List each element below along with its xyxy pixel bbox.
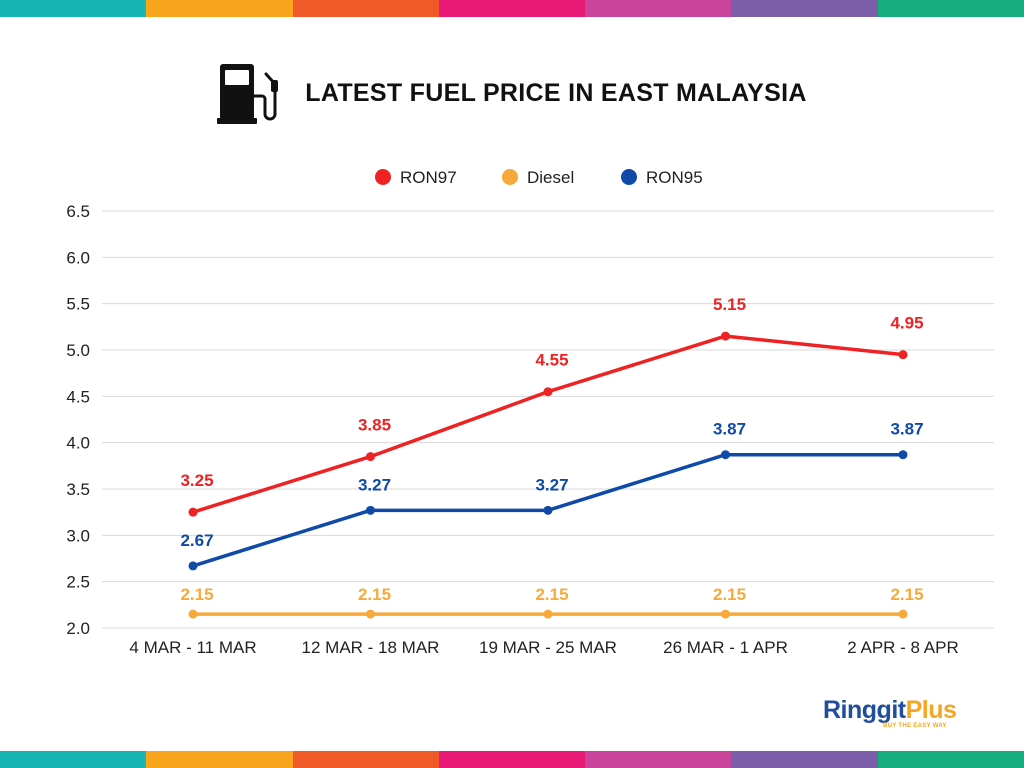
y-tick-label: 6.0 <box>66 248 90 267</box>
legend-marker <box>502 169 518 185</box>
data-label: 5.15 <box>713 295 746 314</box>
x-tick-label: 4 MAR - 11 MAR <box>129 638 256 657</box>
stripe-segment <box>731 0 878 17</box>
data-point <box>898 609 908 619</box>
y-tick-label: 6.5 <box>66 202 90 221</box>
data-point <box>543 387 553 397</box>
data-point <box>188 507 198 517</box>
legend-label: RON97 <box>400 168 457 187</box>
legend-label: RON95 <box>646 168 703 187</box>
y-tick-label: 3.0 <box>66 526 90 545</box>
data-point <box>366 452 375 462</box>
legend-marker <box>621 169 637 185</box>
data-point <box>721 609 730 619</box>
legend-label: Diesel <box>527 168 574 187</box>
data-label: 4.55 <box>535 351 568 370</box>
y-tick-label: 2.5 <box>66 573 90 592</box>
stripe-segment <box>585 751 732 768</box>
data-point <box>543 609 553 619</box>
x-tick-label: 26 MAR - 1 APR <box>663 638 788 657</box>
data-point <box>188 561 198 571</box>
x-tick-label: 12 MAR - 18 MAR <box>302 638 440 657</box>
chart-header: LATEST FUEL PRICE IN EAST MALAYSIA <box>0 60 1024 126</box>
data-point <box>188 609 198 619</box>
logo-tagline: BUY THE EASY WAY <box>883 723 947 729</box>
ringgitplus-logo: RinggitPlus BUY THE EASY WAY <box>823 696 957 730</box>
data-label: 2.15 <box>890 585 923 604</box>
data-label: 2.15 <box>535 585 568 604</box>
data-point <box>721 450 730 460</box>
y-tick-label: 2.0 <box>66 619 90 638</box>
data-label: 2.15 <box>713 585 746 604</box>
stripe-segment <box>585 0 732 17</box>
data-label: 4.95 <box>890 314 923 333</box>
stripe-segment <box>292 0 439 17</box>
stripe-segment <box>0 0 147 17</box>
y-tick-label: 3.5 <box>66 480 90 499</box>
stripe-segment <box>438 751 586 768</box>
x-tick-label: 19 MAR - 25 MAR <box>479 638 617 657</box>
stripe-segment <box>731 751 878 768</box>
data-label: 2.15 <box>358 585 391 604</box>
y-tick-label: 5.5 <box>66 295 90 314</box>
data-point <box>898 450 908 460</box>
data-label: 2.67 <box>180 531 213 550</box>
data-point <box>366 505 375 515</box>
chart-title: LATEST FUEL PRICE IN EAST MALAYSIA <box>305 78 807 107</box>
stripe-segment <box>0 751 147 768</box>
top-color-stripe <box>0 0 1024 17</box>
fuel-pump-icon <box>217 64 279 124</box>
y-tick-label: 4.5 <box>66 387 90 406</box>
y-tick-label: 4.0 <box>66 434 90 453</box>
logo-text-accent: Plus <box>905 696 957 724</box>
stripe-segment <box>877 751 1024 768</box>
data-label: 3.25 <box>180 471 213 490</box>
x-tick-label: 2 APR - 8 APR <box>847 638 959 657</box>
legend-marker <box>375 169 391 185</box>
stripe-segment <box>146 751 293 768</box>
data-label: 2.15 <box>180 585 213 604</box>
data-label: 3.27 <box>535 475 568 494</box>
data-label: 3.85 <box>358 416 391 435</box>
data-label: 3.87 <box>890 420 923 439</box>
logo-text-main: Ringgit <box>823 696 906 724</box>
stripe-segment <box>877 0 1024 17</box>
stripe-segment <box>438 0 586 17</box>
stripe-segment <box>292 751 439 768</box>
stripe-segment <box>146 0 293 17</box>
data-point <box>543 505 553 515</box>
data-point <box>366 609 375 619</box>
data-label: 3.87 <box>713 420 746 439</box>
y-tick-label: 5.0 <box>66 341 90 360</box>
data-point <box>898 350 908 360</box>
data-point <box>721 331 730 341</box>
data-label: 3.27 <box>358 475 391 494</box>
bottom-color-stripe <box>0 751 1024 768</box>
